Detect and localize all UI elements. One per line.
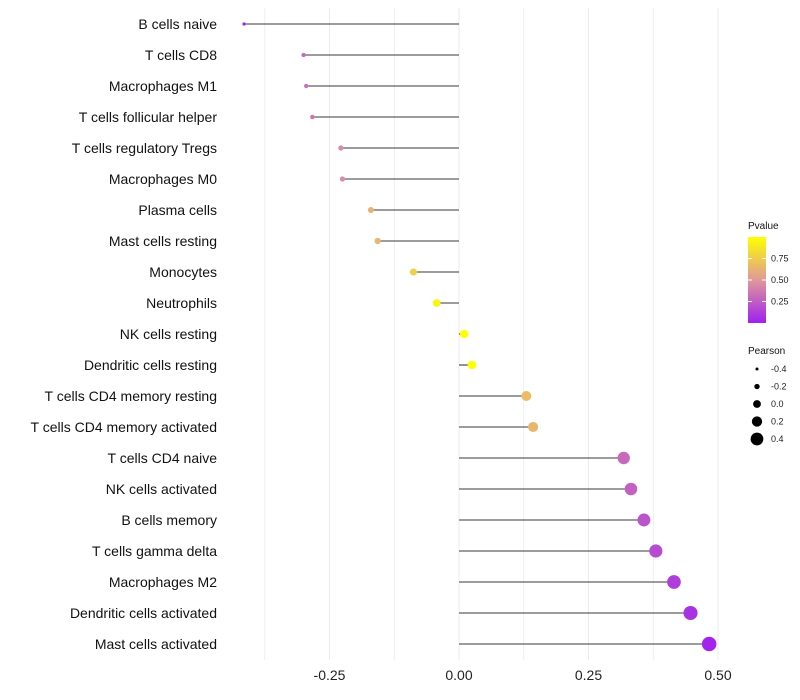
lollipop-points	[242, 22, 717, 652]
category-label: B cells naive	[138, 16, 217, 32]
category-label: T cells gamma delta	[92, 543, 217, 559]
category-label: T cells CD8	[145, 47, 217, 63]
lollipop-point	[528, 421, 539, 433]
category-label: Mast cells activated	[95, 636, 217, 652]
category-label: Macrophages M1	[109, 78, 217, 94]
colorbar-tick-label: 0.75	[771, 254, 789, 264]
colorbar-tick-label: 0.25	[771, 297, 789, 307]
lollipop-point	[637, 513, 651, 527]
x-tick-label: 0.50	[704, 667, 731, 683]
lollipop-point	[467, 360, 477, 370]
pearson-legend-label: 0.2	[771, 417, 784, 427]
pearson-legend-title: Pearson	[748, 346, 785, 357]
lollipop-point	[242, 22, 246, 26]
lollipop-point	[701, 636, 717, 652]
pearson-legend-key	[750, 432, 764, 446]
lollipop-stems	[244, 23, 710, 645]
category-label: T cells CD4 memory activated	[31, 419, 217, 435]
pearson-legend-key	[751, 416, 763, 427]
lollipop-point	[339, 176, 346, 182]
category-label: T cells regulatory Tregs	[72, 140, 217, 156]
category-label: B cells memory	[121, 512, 217, 528]
category-label: T cells CD4 naive	[108, 450, 218, 466]
lollipop-point	[683, 605, 698, 621]
category-label: Neutrophils	[146, 295, 217, 311]
lollipop-point	[338, 145, 344, 151]
pearson-legend-key	[753, 400, 761, 408]
category-label: NK cells activated	[106, 481, 217, 497]
lollipop-point	[617, 451, 630, 465]
lollipop-point	[521, 391, 532, 401]
x-tick-label: 0.25	[575, 667, 602, 683]
lollipop-point	[374, 237, 381, 245]
pvalue-colorbar	[748, 237, 766, 323]
category-label: Monocytes	[149, 264, 217, 280]
pearson-legend: Pearson -0.4 -0.2 0.0 0.2 0.4	[748, 346, 787, 446]
pearson-legend-label: 0.0	[771, 399, 784, 409]
pearson-legend-key	[755, 367, 759, 371]
colorbar-tick-label: 0.50	[771, 275, 789, 285]
lollipop-point	[310, 114, 315, 120]
lollipop-point	[432, 299, 441, 307]
lollipop-point	[409, 268, 417, 276]
category-label: Dendritic cells activated	[70, 605, 217, 621]
lollipop-point	[649, 544, 663, 558]
x-tick-label: -0.25	[314, 667, 346, 683]
lollipop-point	[367, 206, 374, 214]
category-label: T cells CD4 memory resting	[45, 388, 217, 404]
grid-lines	[264, 8, 719, 660]
pearson-legend-key	[754, 383, 760, 390]
lollipop-point	[624, 482, 638, 496]
category-label: Plasma cells	[138, 202, 217, 218]
x-tick-label: 0.00	[445, 667, 472, 683]
pearson-legend-label: 0.4	[771, 434, 784, 444]
pvalue-legend: Pvalue 0.25 0.50 0.75	[748, 221, 789, 323]
category-label: T cells follicular helper	[79, 109, 218, 125]
pearson-legend-label: -0.4	[771, 364, 787, 374]
pvalue-legend-title: Pvalue	[748, 221, 779, 232]
x-axis-tick-labels: -0.25 0.00 0.25 0.50	[314, 667, 732, 683]
lollipop-point	[667, 575, 681, 589]
pearson-legend-label: -0.2	[771, 382, 787, 392]
category-label: NK cells resting	[120, 326, 217, 342]
category-label: Macrophages M0	[109, 171, 217, 187]
category-axis-labels: B cells naive T cells CD8 Macrophages M1 T …	[31, 16, 218, 652]
lollipop-point	[301, 52, 306, 58]
lollipop-point	[459, 329, 469, 339]
lollipop-point	[303, 83, 309, 89]
category-label: Macrophages M2	[109, 574, 217, 590]
category-label: Mast cells resting	[109, 233, 217, 249]
category-label: Dendritic cells resting	[84, 357, 217, 373]
